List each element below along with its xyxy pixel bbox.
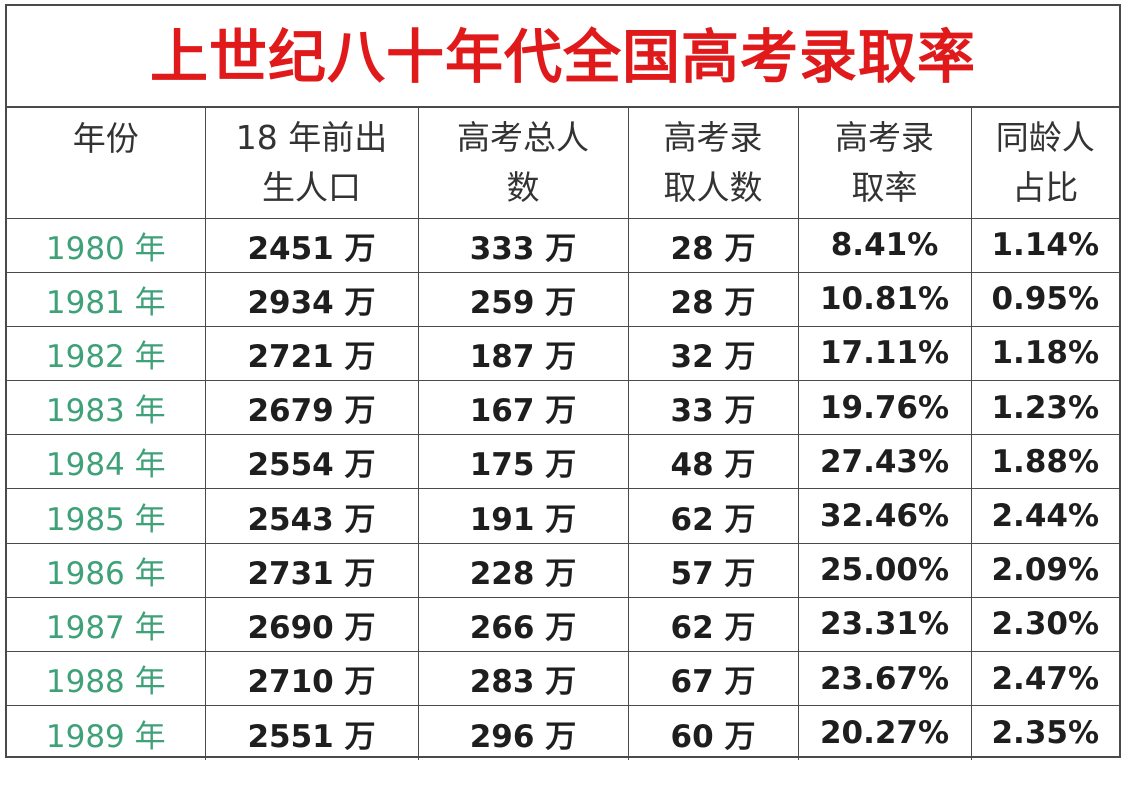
cell-admission-rate: 25.00% — [797, 542, 972, 598]
cell-admission-rate: 27.43% — [797, 434, 972, 490]
header-year: 年份 — [7, 108, 206, 219]
cell-year: 1981 年 — [7, 271, 206, 327]
cell-exam-takers: 187 万 — [417, 325, 629, 382]
table-row: 1980 年 2451 万 333 万 28 万 8.41% 1.14% — [7, 217, 1119, 273]
cell-exam-takers: 259 万 — [417, 271, 629, 327]
table-row: 1987 年 2690 万 266 万 62 万 23.31% 2.30% — [7, 596, 1119, 653]
header-row: 年份 18 年前出 生人口 高考总人 数 高考录 取人数 高考录 取率 — [7, 108, 1119, 219]
table-row: 1988 年 2710 万 283 万 67 万 23.67% 2.47% — [7, 650, 1119, 707]
page-title: 上世纪八十年代全国高考录取率 — [7, 6, 1119, 108]
cell-year: 1983 年 — [7, 380, 206, 436]
cell-peer-share: 1.88% — [970, 434, 1119, 490]
table-row: 1981 年 2934 万 259 万 28 万 10.81% 0.95% — [7, 271, 1119, 327]
cell-year: 1989 年 — [7, 705, 206, 760]
cell-year: 1984 年 — [7, 434, 206, 490]
table-row: 1983 年 2679 万 167 万 33 万 19.76% 1.23% — [7, 380, 1119, 436]
cell-year: 1986 年 — [7, 542, 206, 598]
cell-birth-population: 2690 万 — [204, 596, 419, 653]
cell-admitted: 62 万 — [627, 488, 799, 544]
header-year-line-1: 年份 — [72, 119, 139, 158]
cell-admitted: 67 万 — [627, 650, 799, 707]
cell-admitted: 28 万 — [627, 217, 799, 273]
cell-peer-share: 1.14% — [970, 217, 1119, 273]
cell-peer-share: 2.30% — [970, 596, 1119, 653]
cell-admission-rate: 32.46% — [797, 488, 972, 544]
cell-exam-takers: 167 万 — [417, 380, 629, 436]
cell-admission-rate: 23.31% — [797, 596, 972, 653]
cell-birth-population: 2710 万 — [204, 650, 419, 707]
cell-admitted: 57 万 — [627, 542, 799, 598]
cell-birth-population: 2731 万 — [204, 542, 419, 598]
cell-exam-takers: 175 万 — [417, 434, 629, 490]
cell-exam-takers: 283 万 — [417, 650, 629, 707]
header-admitted-line-1: 高考录 — [663, 117, 763, 157]
cell-year: 1985 年 — [7, 488, 206, 544]
cell-admission-rate: 19.76% — [797, 380, 972, 436]
header-birth-population: 18 年前出 生人口 — [204, 108, 419, 219]
header-birth-population-line-1: 18 年前出 — [235, 117, 388, 157]
cell-exam-takers: 266 万 — [417, 596, 629, 653]
header-exam-takers-line-2: 数 — [506, 167, 540, 207]
cell-peer-share: 2.47% — [970, 650, 1119, 707]
cell-exam-takers: 333 万 — [417, 217, 629, 273]
cell-exam-takers: 296 万 — [417, 705, 629, 760]
table-row: 1984 年 2554 万 175 万 48 万 27.43% 1.88% — [7, 434, 1119, 490]
table-row: 1982 年 2721 万 187 万 32 万 17.11% 1.18% — [7, 325, 1119, 382]
cell-admitted: 28 万 — [627, 271, 799, 327]
cell-admission-rate: 23.67% — [797, 650, 972, 707]
cell-year: 1988 年 — [7, 650, 206, 707]
cell-admitted: 32 万 — [627, 325, 799, 382]
table-row: 1986 年 2731 万 228 万 57 万 25.00% 2.09% — [7, 542, 1119, 598]
cell-peer-share: 2.09% — [970, 542, 1119, 598]
table-row: 1985 年 2543 万 191 万 62 万 32.46% 2.44% — [7, 488, 1119, 544]
header-exam-takers-line-1: 高考总人 — [457, 117, 589, 157]
header-exam-takers: 高考总人 数 — [417, 108, 629, 219]
cell-admission-rate: 17.11% — [797, 325, 972, 382]
cell-year: 1980 年 — [7, 217, 206, 273]
header-admitted-line-2: 取人数 — [663, 167, 763, 207]
cell-birth-population: 2554 万 — [204, 434, 419, 490]
cell-admitted: 48 万 — [627, 434, 799, 490]
cell-birth-population: 2679 万 — [204, 380, 419, 436]
cell-peer-share: 2.35% — [970, 705, 1119, 760]
cell-birth-population: 2934 万 — [204, 271, 419, 327]
cell-admission-rate: 20.27% — [797, 705, 972, 760]
header-admission-rate: 高考录 取率 — [797, 108, 972, 219]
table-row: 1989 年 2551 万 296 万 60 万 20.27% 2.35% — [7, 705, 1119, 760]
cell-year: 1982 年 — [7, 325, 206, 382]
cell-admitted: 60 万 — [627, 705, 799, 760]
header-admission-rate-line-1: 高考录 — [835, 117, 934, 157]
cell-admission-rate: 10.81% — [797, 271, 972, 327]
cell-year: 1987 年 — [7, 596, 206, 653]
header-peer-share-line-1: 同龄人 — [995, 117, 1095, 157]
cell-admitted: 33 万 — [627, 380, 799, 436]
header-admission-rate-line-2: 取率 — [851, 167, 918, 207]
cell-peer-share: 1.23% — [970, 380, 1119, 436]
table-frame: 上世纪八十年代全国高考录取率 年份 18 年前出 生人口 高考总人 数 高考录 — [5, 4, 1121, 760]
header-admitted: 高考录 取人数 — [627, 108, 799, 219]
cell-peer-share: 0.95% — [970, 271, 1119, 327]
cell-birth-population: 2543 万 — [204, 488, 419, 544]
header-birth-population-line-2: 生人口 — [262, 167, 361, 207]
admission-rate-table: 年份 18 年前出 生人口 高考总人 数 高考录 取人数 高考录 取率 — [7, 108, 1119, 760]
cell-peer-share: 2.44% — [970, 488, 1119, 544]
cell-admitted: 62 万 — [627, 596, 799, 653]
cell-birth-population: 2551 万 — [204, 705, 419, 760]
cell-birth-population: 2451 万 — [204, 217, 419, 273]
cell-birth-population: 2721 万 — [204, 325, 419, 382]
cell-peer-share: 1.18% — [970, 325, 1119, 382]
cell-exam-takers: 228 万 — [417, 542, 629, 598]
cell-admission-rate: 8.41% — [797, 217, 972, 273]
cell-exam-takers: 191 万 — [417, 488, 629, 544]
header-peer-share: 同龄人 占比 — [970, 108, 1119, 219]
header-peer-share-line-2: 占比 — [1012, 167, 1079, 207]
